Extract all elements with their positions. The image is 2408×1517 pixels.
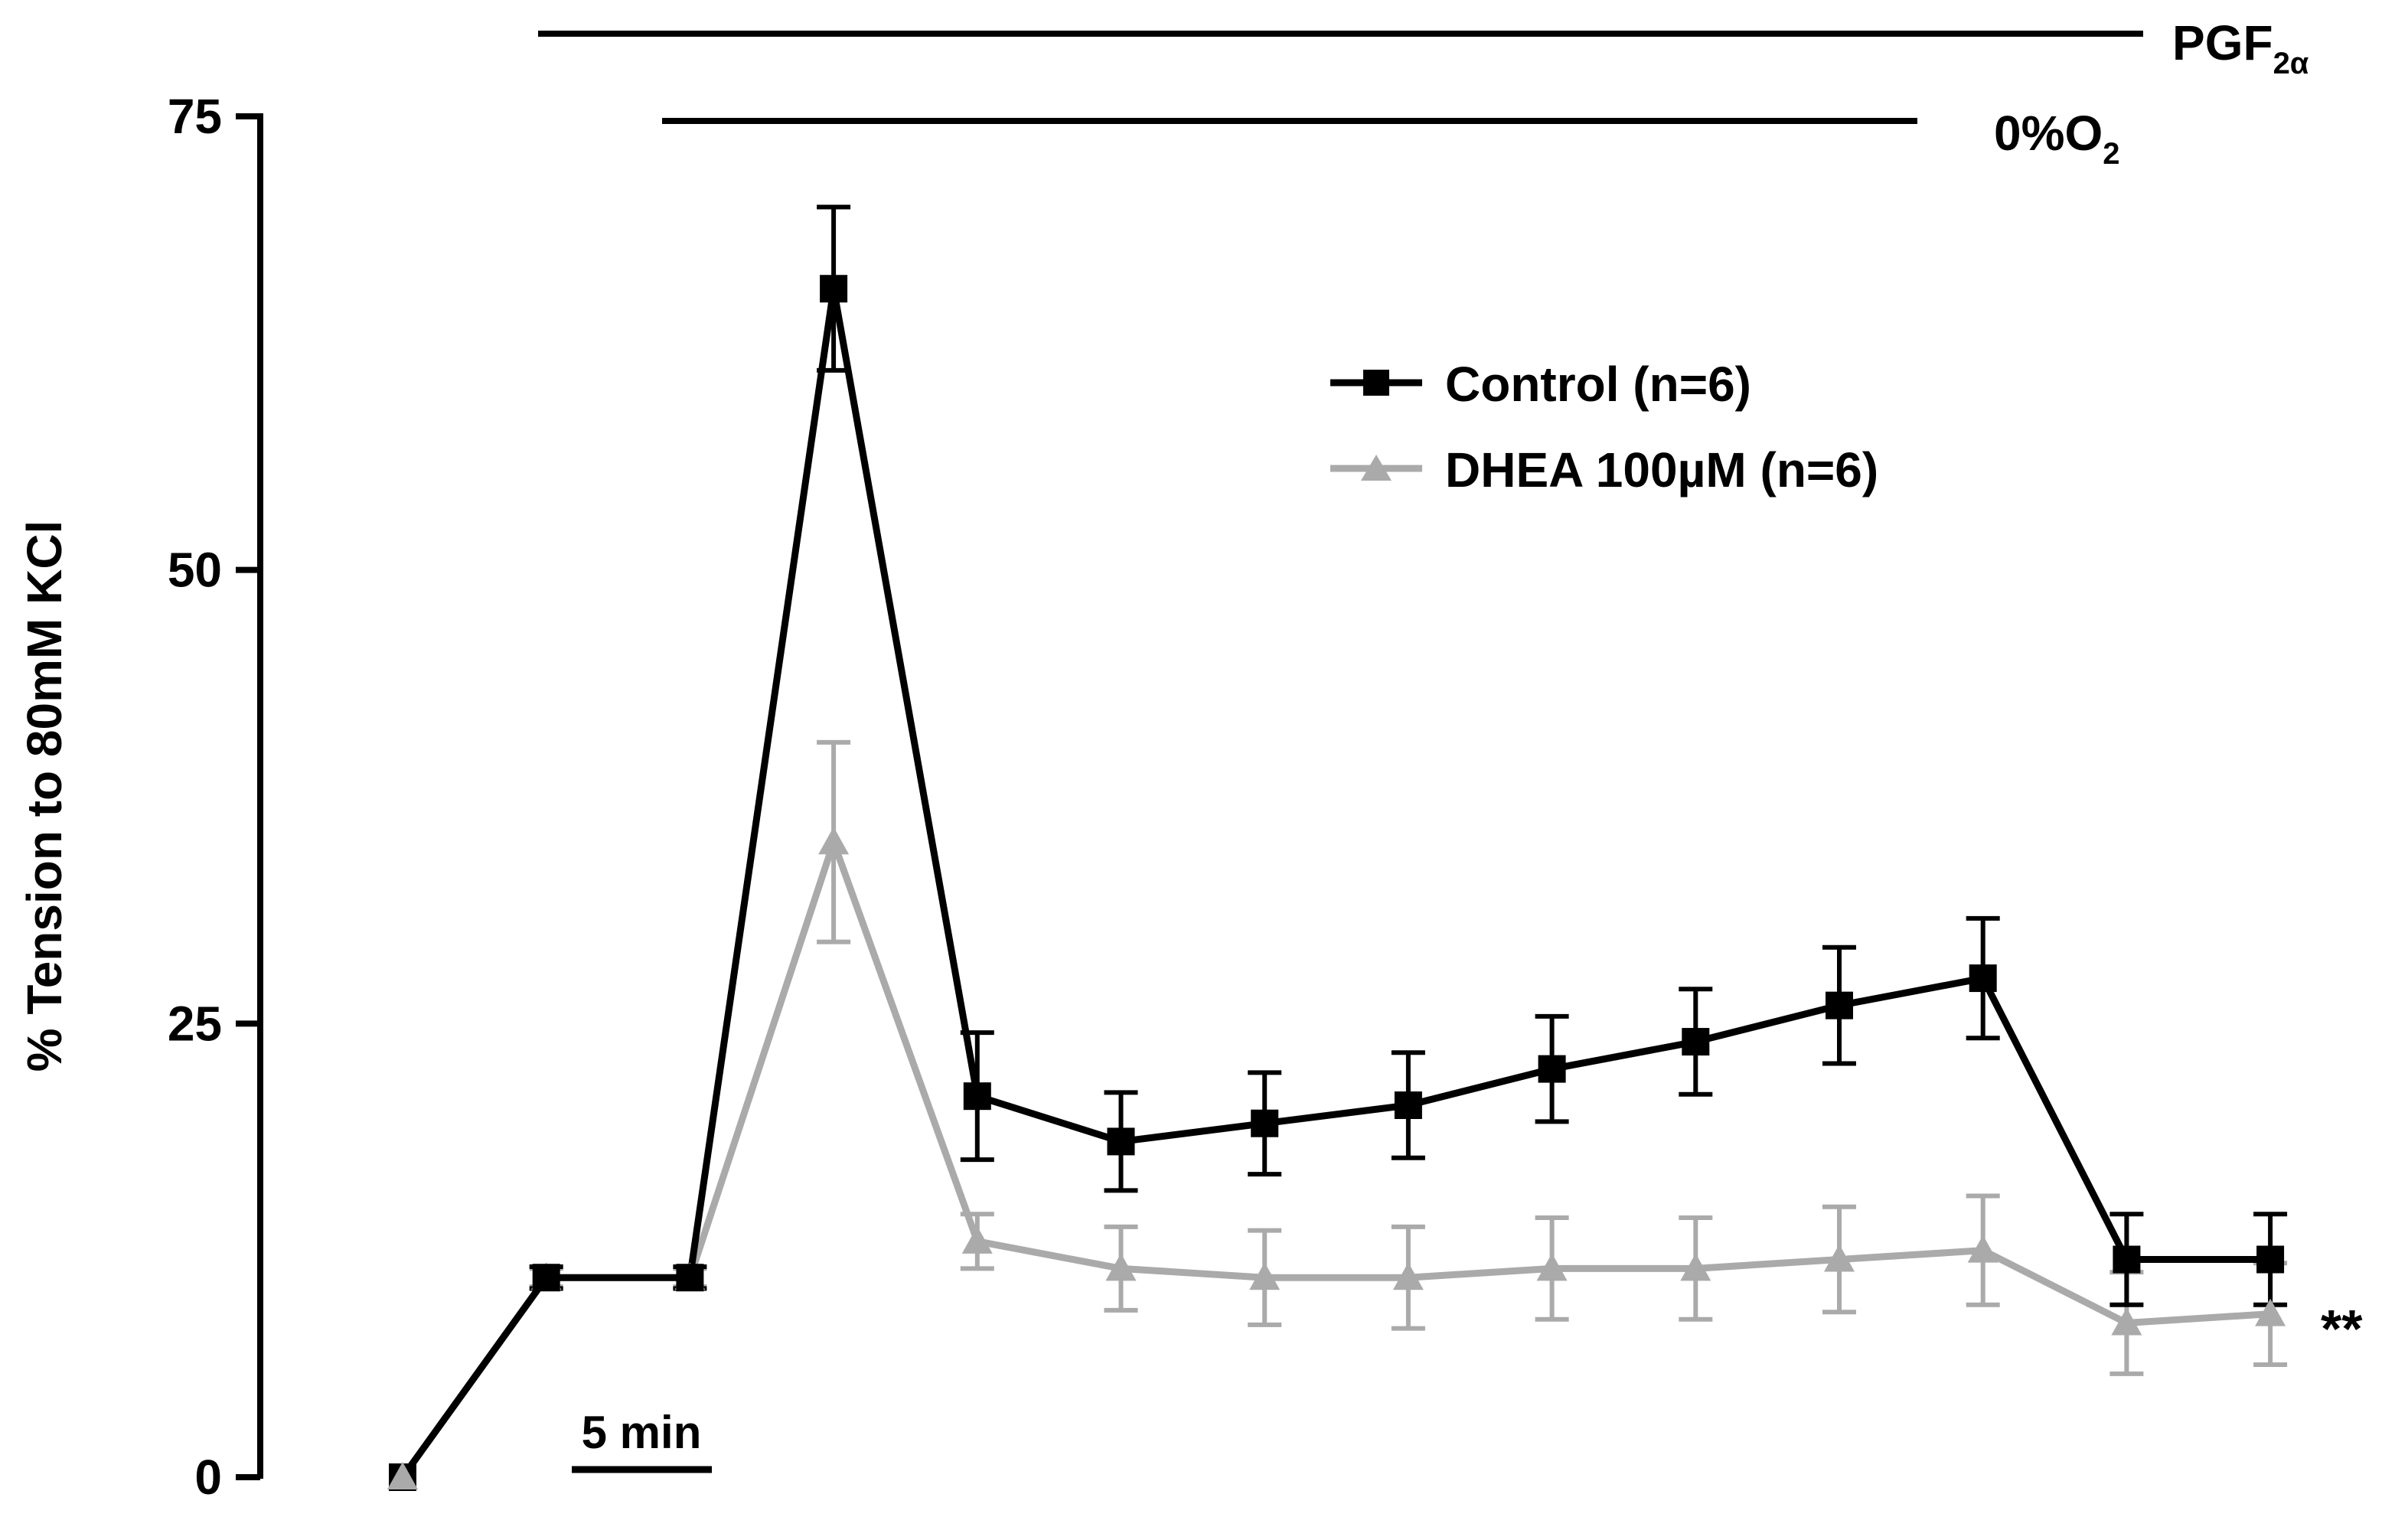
point-control-2: [676, 1264, 704, 1292]
point-dhea-0-top: [387, 1462, 418, 1489]
y-tick-label-50: 50: [168, 543, 222, 598]
point-dhea-5: [1105, 1253, 1137, 1281]
point-dhea-9: [1680, 1253, 1711, 1281]
point-control-10: [1826, 991, 1853, 1019]
point-dhea-4: [961, 1225, 993, 1254]
legend-marker-control: [1363, 370, 1389, 396]
point-dhea-11: [1967, 1235, 1999, 1263]
point-control-9: [1682, 1028, 1710, 1056]
point-control-8: [1538, 1055, 1566, 1083]
point-control-4: [963, 1082, 991, 1111]
pgf-label: PGF2α: [2172, 15, 2309, 80]
point-dhea-8: [1536, 1253, 1568, 1281]
legend-marker-dhea: [1361, 455, 1392, 481]
point-control-11: [1969, 964, 1997, 993]
scale-bar-label: 5 min: [582, 1407, 702, 1458]
y-tick-label-0: 0: [194, 1450, 222, 1505]
y-axis: 0 25 50 75: [168, 89, 263, 1505]
point-control-7: [1394, 1091, 1422, 1120]
y-tick-label-25: 25: [168, 996, 222, 1051]
point-control-3: [820, 275, 848, 303]
legend: Control (n=6) DHEA 100µM (n=6): [1330, 357, 1878, 498]
point-control-12: [2113, 1245, 2141, 1274]
point-dhea-12: [2111, 1307, 2142, 1336]
point-dhea-3: [818, 827, 850, 855]
series-line-dhea: [400, 838, 2271, 1479]
point-dhea-13: [2255, 1298, 2286, 1326]
point-control-1: [532, 1264, 560, 1292]
point-control-5: [1107, 1127, 1135, 1156]
point-control-6: [1251, 1109, 1279, 1137]
legend-label-dhea: DHEA 100µM (n=6): [1445, 442, 1878, 498]
series-line-control: [400, 285, 2271, 1479]
point-dhea-6: [1249, 1262, 1281, 1290]
y-axis-label: % Tension to 80mM KCl: [17, 520, 72, 1072]
point-dhea-10: [1824, 1244, 1855, 1272]
hypoxia-label: 0%O2: [1994, 106, 2120, 171]
y-tick-label-75: 75: [168, 89, 222, 144]
point-dhea-7: [1392, 1262, 1424, 1290]
point-control-13: [2256, 1245, 2285, 1274]
significance-marker: **: [2321, 1299, 2363, 1359]
legend-label-control: Control (n=6): [1445, 357, 1751, 412]
